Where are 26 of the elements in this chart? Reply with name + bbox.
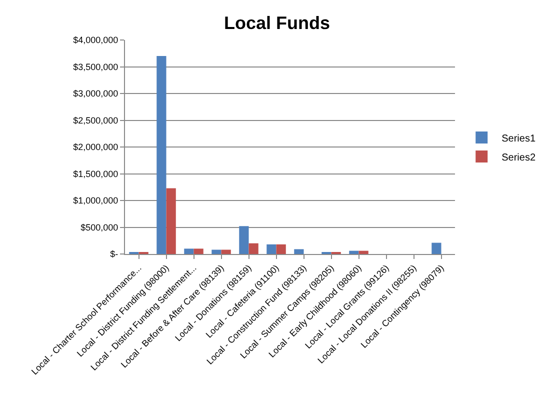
bar: [156, 56, 166, 254]
bar: [358, 250, 368, 254]
bar: [248, 243, 258, 254]
legend-label: Series1: [502, 133, 536, 144]
bar: [194, 248, 204, 254]
bar: [221, 250, 231, 254]
y-tick-label: $3,500,000: [73, 62, 118, 72]
y-tick-label: $-: [110, 249, 118, 260]
bar: [276, 244, 286, 254]
bar: [239, 226, 249, 254]
y-tick-label: $500,000: [80, 222, 118, 232]
y-tick-label: $2,500,000: [73, 115, 118, 126]
bar: [212, 250, 222, 254]
y-tick-label: $4,000,000: [73, 35, 118, 46]
bar: [266, 244, 276, 254]
chart-title: Local Funds: [224, 12, 330, 33]
y-tick-label: $2,000,000: [73, 142, 118, 152]
y-tick-label: $1,000,000: [73, 196, 118, 206]
bar: [184, 248, 194, 254]
y-tick-label: $1,500,000: [73, 168, 118, 179]
y-tick-label: $3,000,000: [73, 88, 118, 99]
bar: [166, 188, 176, 254]
legend-label: Series2: [502, 152, 536, 164]
bar: [349, 250, 359, 254]
bar: [432, 242, 442, 254]
bar: [294, 249, 304, 254]
